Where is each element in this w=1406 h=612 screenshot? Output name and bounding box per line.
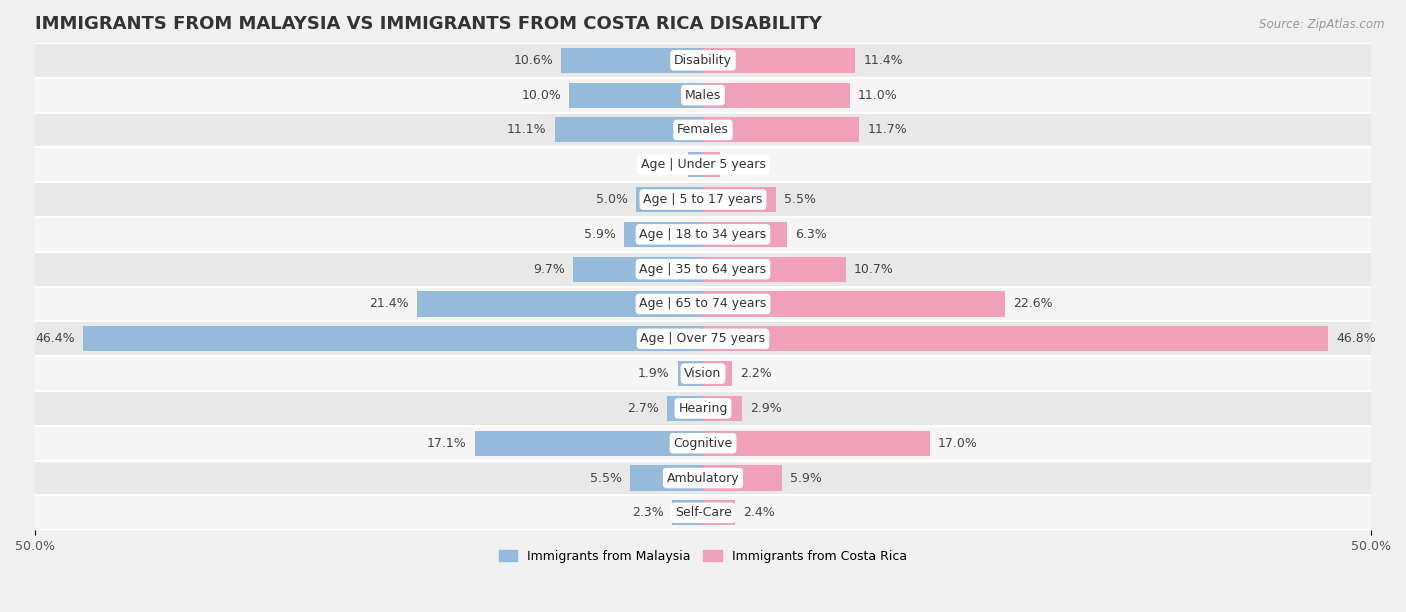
Bar <box>666 396 703 421</box>
Bar <box>561 48 703 73</box>
Bar <box>35 78 1371 113</box>
Text: 2.2%: 2.2% <box>741 367 772 380</box>
Text: 17.0%: 17.0% <box>938 437 979 450</box>
Text: 11.1%: 11.1% <box>508 124 547 136</box>
Text: 2.3%: 2.3% <box>633 506 664 520</box>
Text: 2.9%: 2.9% <box>749 402 782 415</box>
Bar <box>35 426 1371 461</box>
Text: Self-Care: Self-Care <box>675 506 731 520</box>
Text: Hearing: Hearing <box>678 402 728 415</box>
Bar <box>678 361 703 386</box>
Text: 21.4%: 21.4% <box>370 297 409 310</box>
Bar <box>703 361 733 386</box>
Text: 2.4%: 2.4% <box>744 506 775 520</box>
Bar <box>418 291 703 316</box>
Bar <box>703 48 855 73</box>
Text: 6.3%: 6.3% <box>796 228 827 241</box>
Bar <box>703 152 720 177</box>
Bar <box>35 182 1371 217</box>
Bar <box>689 152 703 177</box>
Text: 5.5%: 5.5% <box>785 193 817 206</box>
Text: Age | Under 5 years: Age | Under 5 years <box>641 159 765 171</box>
Text: 17.1%: 17.1% <box>427 437 467 450</box>
Text: 46.8%: 46.8% <box>1336 332 1376 345</box>
Bar <box>35 391 1371 426</box>
Text: 5.5%: 5.5% <box>589 471 621 485</box>
Text: Source: ZipAtlas.com: Source: ZipAtlas.com <box>1260 18 1385 31</box>
Text: 1.9%: 1.9% <box>638 367 669 380</box>
Bar <box>569 83 703 108</box>
Text: Age | 35 to 64 years: Age | 35 to 64 years <box>640 263 766 275</box>
Text: 11.4%: 11.4% <box>863 54 903 67</box>
Bar <box>35 356 1371 391</box>
Bar <box>83 326 703 351</box>
Bar <box>703 466 782 491</box>
Text: Ambulatory: Ambulatory <box>666 471 740 485</box>
Text: 10.7%: 10.7% <box>853 263 894 275</box>
Text: 5.9%: 5.9% <box>585 228 616 241</box>
Text: Age | Over 75 years: Age | Over 75 years <box>641 332 765 345</box>
Bar <box>35 252 1371 286</box>
Text: Cognitive: Cognitive <box>673 437 733 450</box>
Text: 1.1%: 1.1% <box>648 159 681 171</box>
Text: 22.6%: 22.6% <box>1012 297 1053 310</box>
Bar <box>703 291 1005 316</box>
Text: 1.3%: 1.3% <box>728 159 761 171</box>
Text: Vision: Vision <box>685 367 721 380</box>
Text: Females: Females <box>678 124 728 136</box>
Bar <box>35 321 1371 356</box>
Bar <box>703 431 931 456</box>
Bar <box>703 396 742 421</box>
Bar <box>703 256 846 282</box>
Bar <box>636 187 703 212</box>
Bar <box>555 118 703 143</box>
Text: 46.4%: 46.4% <box>35 332 75 345</box>
Bar <box>35 147 1371 182</box>
Text: 11.7%: 11.7% <box>868 124 907 136</box>
Bar <box>703 83 851 108</box>
Text: IMMIGRANTS FROM MALAYSIA VS IMMIGRANTS FROM COSTA RICA DISABILITY: IMMIGRANTS FROM MALAYSIA VS IMMIGRANTS F… <box>35 15 823 33</box>
Bar <box>703 187 776 212</box>
Bar <box>574 256 703 282</box>
Text: 11.0%: 11.0% <box>858 89 897 102</box>
Text: 5.9%: 5.9% <box>790 471 821 485</box>
Bar <box>703 118 859 143</box>
Bar <box>703 222 787 247</box>
Text: 9.7%: 9.7% <box>533 263 565 275</box>
Bar <box>35 43 1371 78</box>
Bar <box>630 466 703 491</box>
Bar <box>35 113 1371 147</box>
Text: Age | 5 to 17 years: Age | 5 to 17 years <box>644 193 762 206</box>
Text: Disability: Disability <box>673 54 733 67</box>
Bar <box>35 496 1371 530</box>
Bar <box>35 217 1371 252</box>
Bar <box>475 431 703 456</box>
Text: 10.0%: 10.0% <box>522 89 561 102</box>
Text: Males: Males <box>685 89 721 102</box>
Bar <box>672 500 703 525</box>
Text: Age | 18 to 34 years: Age | 18 to 34 years <box>640 228 766 241</box>
Text: 10.6%: 10.6% <box>513 54 554 67</box>
Bar <box>703 326 1329 351</box>
Bar <box>35 286 1371 321</box>
Bar <box>703 500 735 525</box>
Legend: Immigrants from Malaysia, Immigrants from Costa Rica: Immigrants from Malaysia, Immigrants fro… <box>494 545 912 568</box>
Bar <box>624 222 703 247</box>
Text: 2.7%: 2.7% <box>627 402 659 415</box>
Text: 5.0%: 5.0% <box>596 193 628 206</box>
Text: Age | 65 to 74 years: Age | 65 to 74 years <box>640 297 766 310</box>
Bar <box>35 461 1371 496</box>
